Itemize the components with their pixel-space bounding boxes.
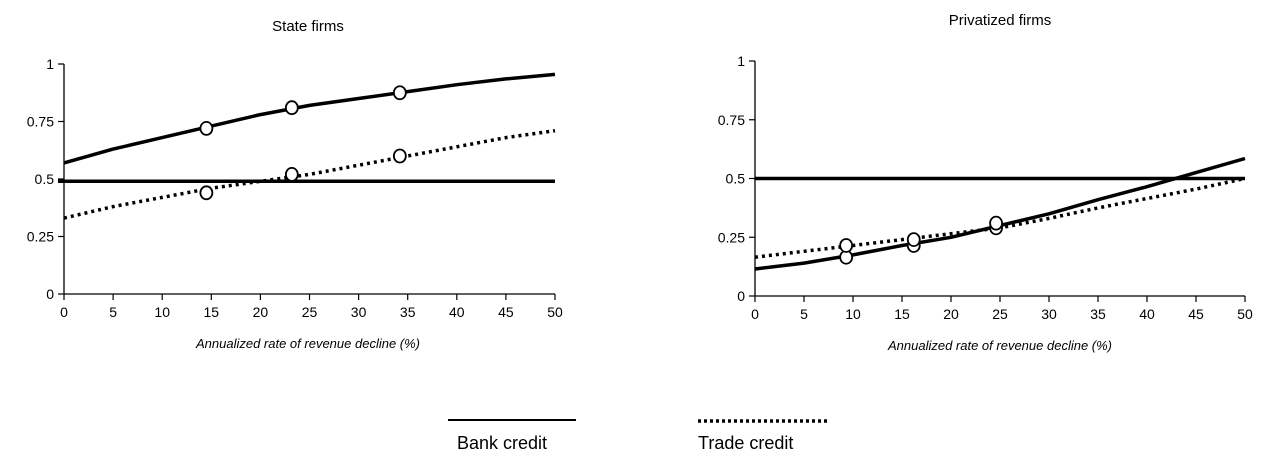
x-tick-label: 40 (449, 304, 465, 320)
x-tick-label: 15 (894, 306, 910, 322)
x-tick-label: 25 (992, 306, 1008, 322)
trade-credit-marker (839, 238, 854, 253)
x-tick-label: 5 (109, 304, 117, 320)
x-tick-label: 30 (1041, 306, 1057, 322)
y-tick-label: 1 (737, 53, 745, 69)
chart-title: State firms (272, 18, 344, 35)
trade-credit-marker (906, 232, 921, 248)
bank-credit-line (754, 156, 1246, 271)
x-tick-label: 30 (351, 304, 367, 320)
x-tick-label: 0 (751, 306, 759, 322)
x-tick-label: 15 (204, 304, 220, 320)
privatized-firms-chart: Privatized firms Annualized rate of reve… (718, 12, 1253, 353)
chart-title: Privatized firms (949, 12, 1052, 29)
x-axis-title: Annualized rate of revenue decline (%) (887, 338, 1112, 353)
bank-credit-marker (392, 85, 407, 101)
x-tick-label: 20 (943, 306, 959, 322)
x-axis-title: Annualized rate of revenue decline (%) (195, 336, 420, 351)
y-tick-label: 0 (46, 286, 54, 302)
x-tick-label: 45 (498, 304, 514, 320)
legend-bank-credit-label: Bank credit (457, 433, 547, 453)
x-tick-label: 35 (1090, 306, 1106, 322)
y-tick-label: 1 (46, 56, 54, 72)
trade-credit-marker (989, 215, 1003, 231)
trade-credit-marker (392, 148, 407, 164)
y-tick-label: 0.5 (35, 171, 55, 187)
x-tick-label: 40 (1139, 306, 1155, 322)
state-firms-chart: State firms Annualized rate of revenue d… (27, 18, 563, 351)
x-tick-label: 5 (800, 306, 808, 322)
y-tick-label: 0.5 (726, 171, 746, 187)
y-tick-label: 0.25 (718, 229, 745, 245)
x-tick-label: 0 (60, 304, 68, 320)
bank-credit-marker (284, 100, 299, 116)
x-tick-label: 20 (253, 304, 269, 320)
x-tick-label: 35 (400, 304, 416, 320)
y-tick-label: 0.75 (718, 112, 745, 128)
legend-trade-credit-label: Trade credit (698, 433, 793, 453)
y-tick-label: 0.75 (27, 114, 54, 130)
legend: Bank credit Trade credit (448, 419, 830, 453)
bank-credit-marker (199, 120, 214, 136)
trade-credit-marker (199, 185, 214, 201)
x-tick-label: 50 (1237, 306, 1253, 322)
x-tick-label: 45 (1188, 306, 1204, 322)
x-tick-label: 25 (302, 304, 318, 320)
bank-credit-line (63, 72, 556, 165)
y-tick-label: 0 (737, 288, 745, 304)
y-tick-label: 0.25 (27, 229, 54, 245)
trade-credit-marker (284, 166, 299, 182)
x-tick-label: 50 (547, 304, 563, 320)
x-tick-label: 10 (154, 304, 170, 320)
x-tick-label: 10 (845, 306, 861, 322)
